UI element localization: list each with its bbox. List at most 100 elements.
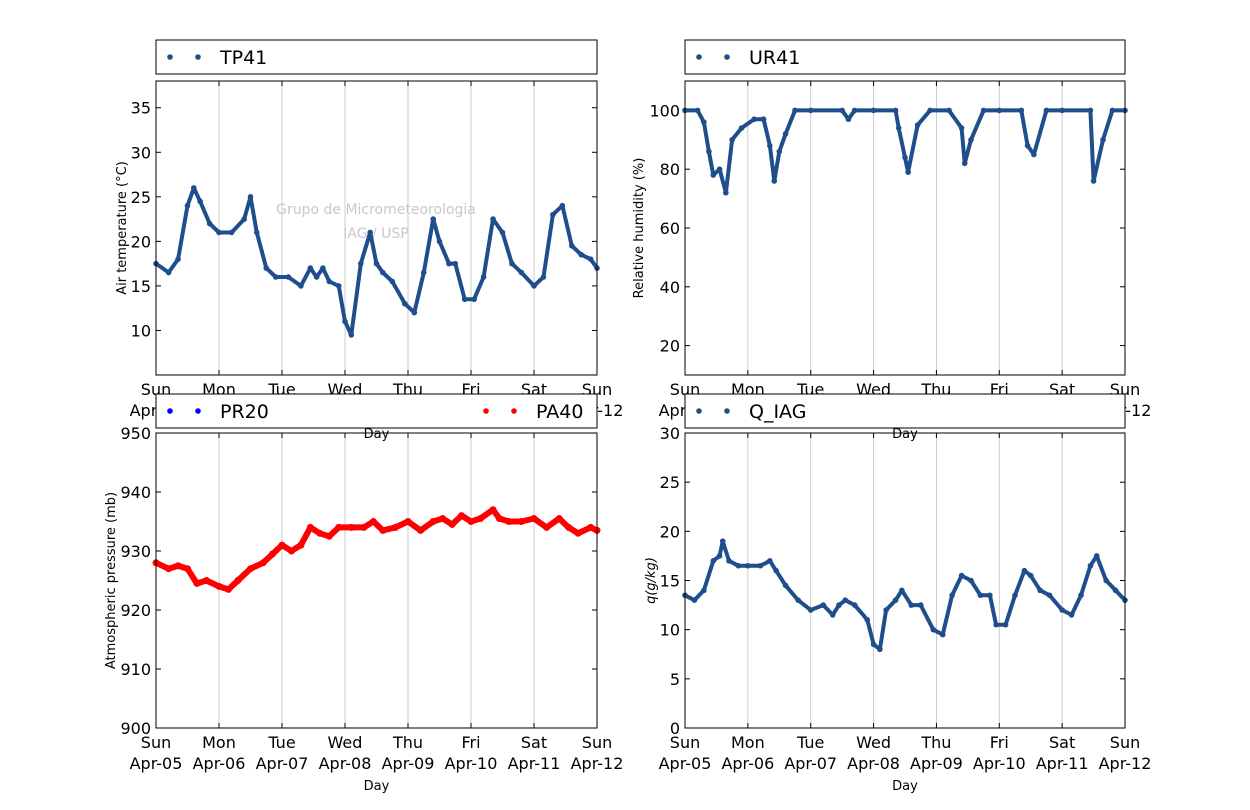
data-point <box>723 189 729 196</box>
data-point <box>1078 592 1084 599</box>
legend-marker <box>195 54 201 60</box>
watermark-line1: Grupo de Micrometeorologia <box>276 202 476 218</box>
data-point <box>706 148 712 155</box>
x-tick-day: Sat <box>521 733 547 752</box>
data-point <box>313 274 320 280</box>
data-point <box>578 251 585 258</box>
gridlines <box>747 81 1063 375</box>
x-tick-date: Apr-05 <box>130 754 183 773</box>
x-tick-date: Apr-10 <box>445 754 498 773</box>
data-point <box>420 269 427 276</box>
data-point <box>379 526 387 534</box>
y-tick-label: 25 <box>660 473 680 492</box>
y-tick-label: 920 <box>120 601 151 620</box>
data-point <box>505 518 513 525</box>
data-point <box>1046 592 1053 599</box>
data-point <box>175 256 181 262</box>
data-point <box>968 577 974 584</box>
data-point <box>716 553 723 559</box>
data-point <box>278 541 286 549</box>
data-point <box>439 515 447 523</box>
y-tick-label: 80 <box>660 160 680 179</box>
y-tick-label: 30 <box>660 424 680 443</box>
data-point <box>958 125 965 131</box>
x-tick-labels: Sun Apr-05 Mon Apr-06 Tue Apr-07 Wed Apr-08 Thu A… <box>130 733 624 773</box>
x-axis-label: Day <box>364 779 390 794</box>
data-point <box>326 278 333 285</box>
data-point <box>1087 562 1094 569</box>
legend-box <box>155 393 598 429</box>
data-point <box>565 523 573 531</box>
data-point <box>509 260 515 267</box>
data-point <box>851 107 858 114</box>
x-tick-day: Sun <box>1110 733 1140 752</box>
data-point <box>1027 572 1034 579</box>
data-point <box>899 587 905 594</box>
y-tick-label: 900 <box>120 719 151 738</box>
data-point <box>1109 107 1116 114</box>
data-point <box>738 125 745 131</box>
data-point <box>1012 592 1018 599</box>
plot-frame <box>155 80 598 376</box>
x-tick-date: Apr-07 <box>784 754 837 773</box>
data-point <box>845 116 852 123</box>
data-point <box>1059 107 1065 114</box>
x-tick-date: Apr-11 <box>1036 754 1089 773</box>
data-point <box>543 523 551 531</box>
x-tick-day: Thu <box>920 733 951 752</box>
data-point <box>716 166 723 172</box>
data-point <box>927 107 933 114</box>
data-point <box>389 278 396 285</box>
data-point <box>517 518 525 525</box>
data-point <box>694 107 701 114</box>
legend-label: TP41 <box>219 47 267 69</box>
y-tick-label: 5 <box>670 670 680 689</box>
legend: PR20 PA40 <box>155 393 598 429</box>
gridlines <box>218 433 535 728</box>
y-tick-label: 15 <box>131 277 151 296</box>
x-tick-date: Apr-12 <box>571 754 624 773</box>
data-point <box>287 547 295 555</box>
pressure-chart: Sun Apr-05 Mon Apr-06 Tue Apr-07 Wed Apr-08 Thu A… <box>104 393 624 794</box>
data-point <box>446 260 452 267</box>
data-point <box>335 523 343 531</box>
data-point <box>905 169 911 175</box>
data-point <box>297 541 305 549</box>
legend-marker <box>167 54 173 60</box>
data-point <box>1021 567 1028 574</box>
data-point <box>968 137 974 143</box>
data-point <box>499 229 506 236</box>
data-point <box>1103 577 1109 584</box>
x-tick-date: Apr-12 <box>1099 754 1152 773</box>
data-point <box>726 558 732 564</box>
data-point <box>719 538 726 544</box>
data-point <box>476 515 484 523</box>
data-point <box>939 631 946 638</box>
data-point <box>767 558 773 564</box>
data-point <box>829 612 836 618</box>
data-point <box>710 558 717 564</box>
data-point <box>298 283 304 289</box>
x-tick-date: Apr-10 <box>973 754 1026 773</box>
data-point <box>895 125 902 131</box>
data-point <box>745 562 751 569</box>
x-tick-labels: Sun Apr-05 Mon Apr-06 Tue Apr-07 Wed Apr-08 Thu A… <box>659 733 1152 773</box>
legend-label: UR41 <box>749 47 800 69</box>
data-point <box>1100 137 1106 143</box>
data-point <box>807 107 814 114</box>
watermark-line2: IAG / USP <box>343 226 409 242</box>
y-tick-label: 35 <box>131 99 151 118</box>
data-point <box>247 565 254 573</box>
data-point <box>430 216 437 222</box>
data-point <box>996 107 1003 114</box>
legend-marker <box>167 408 173 414</box>
y-tick-label: 20 <box>660 337 680 356</box>
data-point <box>807 607 814 613</box>
data-point <box>184 565 191 573</box>
data-point <box>234 577 242 584</box>
data-point <box>1031 151 1037 158</box>
x-tick-day: Wed <box>328 733 363 752</box>
data-series <box>152 506 601 593</box>
data-point <box>184 202 191 209</box>
data-series <box>682 107 1128 196</box>
